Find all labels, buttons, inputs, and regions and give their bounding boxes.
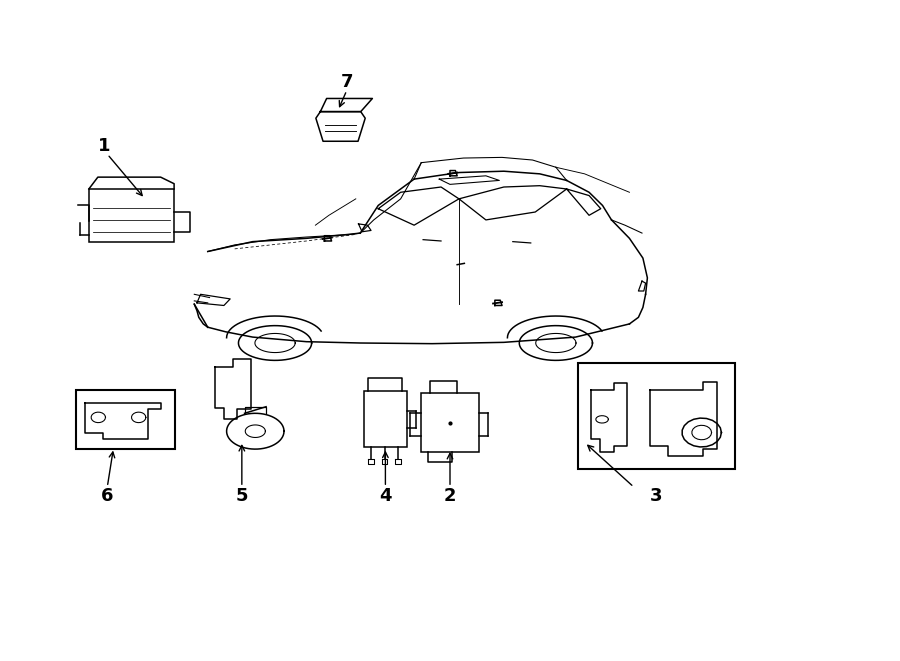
Bar — [76, 390, 175, 449]
Text: 4: 4 — [379, 487, 392, 506]
Text: 2: 2 — [444, 487, 456, 506]
Text: 7: 7 — [340, 73, 353, 91]
Text: 6: 6 — [101, 487, 113, 506]
Text: 1: 1 — [98, 137, 111, 155]
Bar — [578, 364, 735, 469]
Bar — [421, 393, 479, 452]
Bar — [89, 189, 174, 242]
Text: 5: 5 — [236, 487, 248, 506]
Text: 3: 3 — [650, 487, 662, 506]
Bar — [364, 391, 407, 447]
